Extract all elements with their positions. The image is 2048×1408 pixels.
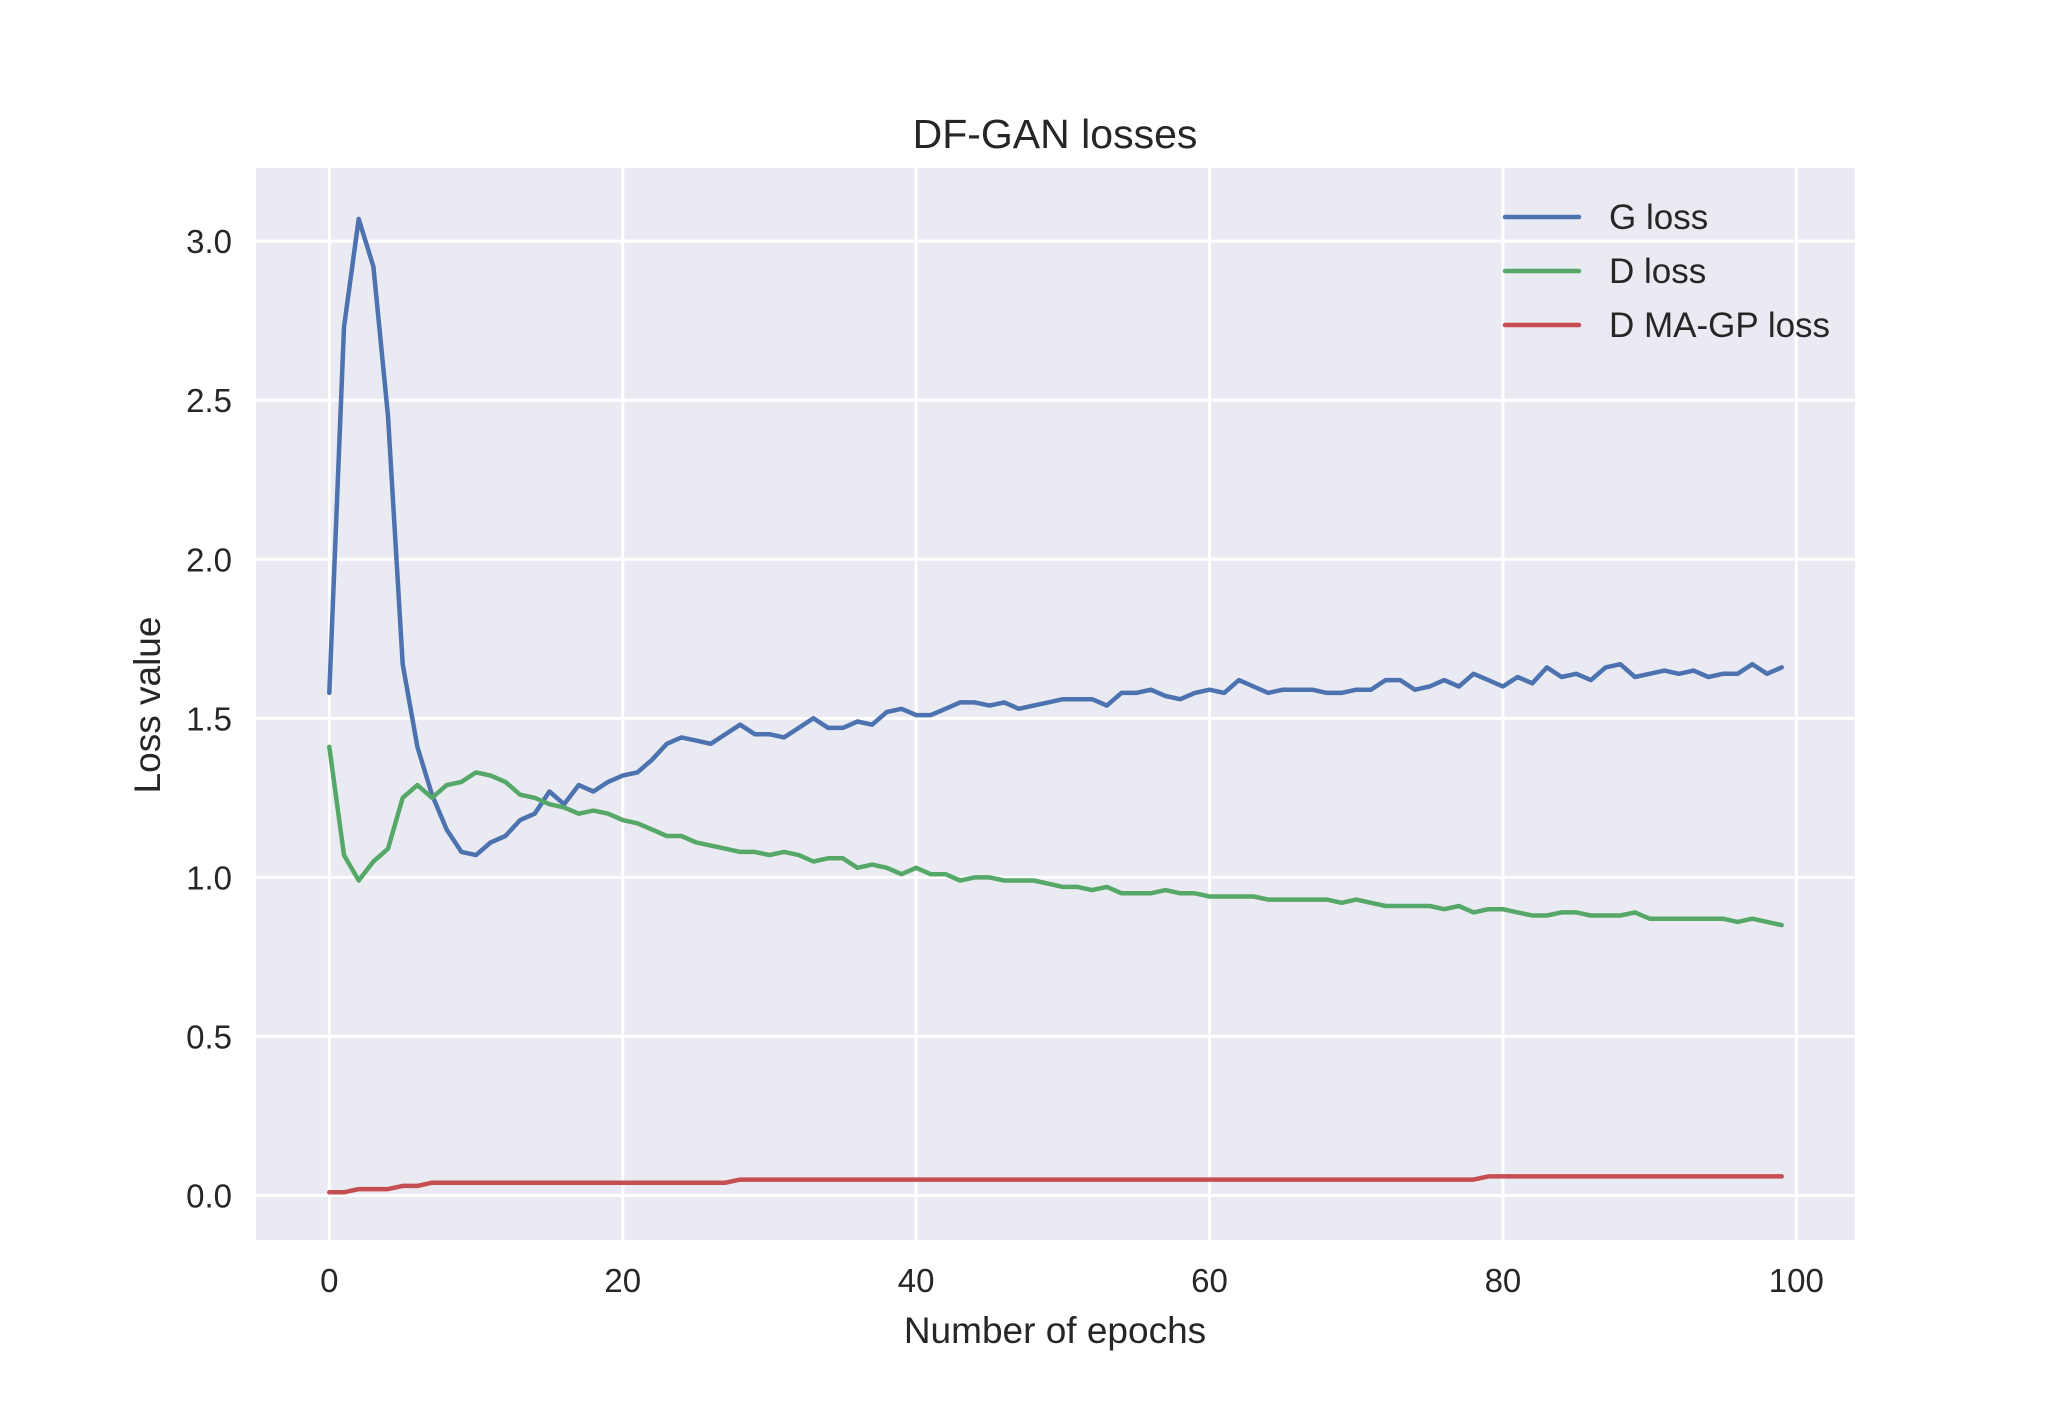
grid-lines xyxy=(256,168,1855,1240)
y-tick-label: 3.0 xyxy=(186,223,232,260)
chart-title: DF-GAN losses xyxy=(913,111,1198,157)
x-tick-label: 100 xyxy=(1769,1262,1824,1299)
x-tick-label: 20 xyxy=(604,1262,641,1299)
y-tick-label: 2.5 xyxy=(186,382,232,419)
legend-label-d-loss: D loss xyxy=(1609,252,1706,291)
y-axis-label: Loss value xyxy=(127,617,168,794)
y-tick-label: 0.5 xyxy=(186,1018,232,1055)
series-line-g-loss xyxy=(327,216,1784,858)
plot-area xyxy=(256,168,1855,1240)
y-tick-labels: 0.0 0.5 1.0 1.5 2.0 2.5 3.0 xyxy=(186,223,232,1214)
x-tick-label: 0 xyxy=(320,1262,338,1299)
legend-label-g-loss: G loss xyxy=(1609,198,1708,237)
series-line-d-ma-gp-loss xyxy=(327,1174,1784,1195)
series-lines xyxy=(327,216,1784,1195)
y-tick-label: 2.0 xyxy=(186,541,232,578)
y-tick-label: 0.0 xyxy=(186,1177,232,1214)
legend-label-d-ma-gp-loss: D MA-GP loss xyxy=(1609,306,1830,345)
legend: G loss D loss D MA-GP loss xyxy=(1502,198,1830,345)
x-axis-label: Number of epochs xyxy=(904,1310,1206,1351)
x-tick-labels: 0 20 40 60 80 100 xyxy=(320,1262,1824,1299)
x-tick-label: 80 xyxy=(1485,1262,1522,1299)
y-tick-label: 1.0 xyxy=(186,859,232,896)
series-line-d-loss xyxy=(327,744,1784,928)
x-tick-label: 40 xyxy=(898,1262,935,1299)
x-tick-label: 60 xyxy=(1191,1262,1228,1299)
y-tick-label: 1.5 xyxy=(186,700,232,737)
